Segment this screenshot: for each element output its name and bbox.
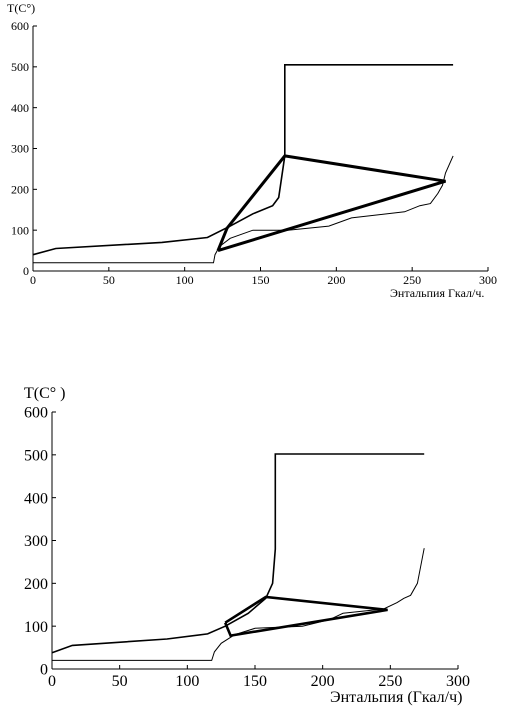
- y-tick-label: 200: [11, 183, 29, 197]
- tick-layer: 0 50 100 150 200 250 300 0 100 200 300 400 500 600: [11, 19, 497, 287]
- tick-layer: 0 50 100 150 200 250 300 0 100 200 300 400 500 600: [24, 405, 470, 690]
- y-tick-label: 400: [11, 101, 29, 115]
- series-layer: [51, 453, 425, 661]
- x-tick-label: 0: [30, 273, 36, 287]
- y-tick-label: 100: [24, 619, 48, 636]
- x-axis-label: Энтальпия (Гкал/ч): [330, 689, 462, 706]
- y-axis-label: T(C° ): [24, 385, 66, 402]
- x-tick-label: 150: [243, 673, 267, 690]
- x-tick-label: 150: [252, 273, 270, 287]
- y-tick-label: 100: [11, 223, 29, 237]
- y-tick-label: 200: [24, 576, 48, 593]
- y-tick-label: 500: [11, 60, 29, 74]
- x-tick-label: 50: [112, 673, 128, 690]
- y-tick-label: 600: [11, 19, 29, 33]
- series-line-thin: [33, 155, 454, 264]
- series-line-thick: [224, 595, 388, 638]
- y-tick-label: 300: [11, 142, 29, 156]
- series-line-thick: [216, 154, 446, 253]
- series-layer: [32, 64, 454, 264]
- y-tick-label: 500: [24, 447, 48, 464]
- y-tick-label: 0: [23, 264, 29, 278]
- x-tick-label: 300: [446, 673, 470, 690]
- x-tick-label: 200: [327, 273, 345, 287]
- x-tick-label: 200: [311, 673, 335, 690]
- y-tick-label: 600: [24, 405, 48, 422]
- y-tick-label: 400: [24, 490, 48, 507]
- series-line-medium: [32, 64, 454, 256]
- y-axis-label: T(C°): [7, 1, 35, 15]
- x-tick-label: 250: [378, 673, 402, 690]
- chart-top: T(C°) Энтальпия Гкал/ч. 0 50 100 150 200 250 3…: [7, 1, 497, 300]
- y-tick-label: 300: [24, 533, 48, 550]
- x-tick-label: 0: [48, 673, 56, 690]
- x-tick-label: 100: [176, 273, 194, 287]
- x-tick-label: 100: [175, 673, 199, 690]
- x-tick-label: 250: [403, 273, 421, 287]
- x-axis-label: Энтальпия Гкал/ч.: [390, 286, 484, 300]
- y-tick-label: 0: [40, 662, 48, 679]
- x-tick-label: 300: [479, 273, 497, 287]
- series-line-medium: [51, 453, 425, 654]
- x-tick-label: 50: [103, 273, 115, 287]
- chart-bottom: T(C° ) Энтальпия (Гкал/ч) 0 50 100 150 200 25…: [24, 385, 470, 706]
